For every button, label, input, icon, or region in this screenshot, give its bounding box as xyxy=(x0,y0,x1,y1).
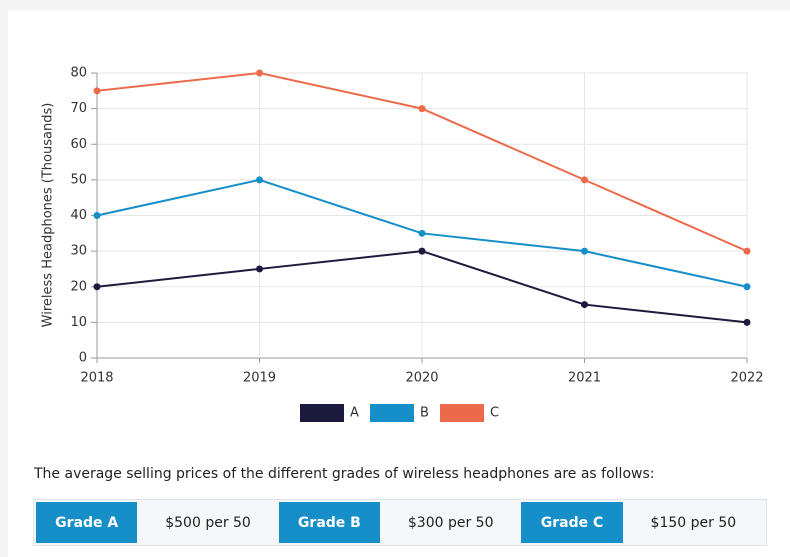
legend-label: A xyxy=(350,406,359,421)
y-tick-label: 60 xyxy=(70,137,87,152)
y-tick-label: 40 xyxy=(70,208,87,223)
grade-cell: Grade A xyxy=(36,502,138,543)
y-tick-label: 10 xyxy=(70,315,87,330)
data-point xyxy=(93,87,101,95)
data-point xyxy=(418,229,426,237)
y-tick-label: 80 xyxy=(70,66,87,81)
data-point xyxy=(93,283,101,291)
y-tick-label: 50 xyxy=(70,172,87,187)
intro-text: The average selling prices of the differ… xyxy=(34,466,655,482)
price-cell: $300 per 50 xyxy=(407,514,494,531)
y-tick-label: 0 xyxy=(79,351,87,366)
price-cell: $150 per 50 xyxy=(650,514,737,531)
x-tick-label: 2018 xyxy=(80,371,113,386)
grade-cell: Grade C xyxy=(521,502,623,543)
data-point xyxy=(581,176,588,184)
x-tick-label: 2021 xyxy=(568,371,601,386)
data-point xyxy=(418,247,426,255)
data-point xyxy=(581,301,588,309)
y-tick-label: 30 xyxy=(70,244,87,259)
chart: Wireless Headphones (Thousands) 0 10 20 30 4… xyxy=(41,66,764,422)
price-table: Grade A $500 per 50 Grade B $300 per 50 Grad… xyxy=(33,499,767,546)
y-tick-label: 20 xyxy=(70,279,87,294)
x-tick-label: 2019 xyxy=(243,371,276,386)
x-tick-label: 2020 xyxy=(405,371,438,386)
x-tick-label: 2022 xyxy=(730,371,763,386)
data-point xyxy=(256,265,263,273)
data-point xyxy=(581,247,588,255)
price-cell: $500 per 50 xyxy=(165,514,251,531)
data-point xyxy=(256,176,263,184)
legend-swatch xyxy=(370,404,414,422)
data-point xyxy=(256,69,263,77)
y-axis-label: Wireless Headphones (Thousands) xyxy=(41,103,56,328)
y-tick-label: 70 xyxy=(70,101,87,116)
data-point xyxy=(743,283,751,291)
data-point xyxy=(418,105,426,113)
legend-label: C xyxy=(490,406,499,421)
legend-swatch xyxy=(440,404,484,422)
data-point xyxy=(743,247,751,255)
card xyxy=(8,10,790,557)
legend-swatch xyxy=(300,404,344,422)
data-point xyxy=(743,318,751,326)
grade-cell: Grade B xyxy=(278,502,381,543)
legend-label: B xyxy=(420,406,429,421)
data-point xyxy=(93,212,101,219)
